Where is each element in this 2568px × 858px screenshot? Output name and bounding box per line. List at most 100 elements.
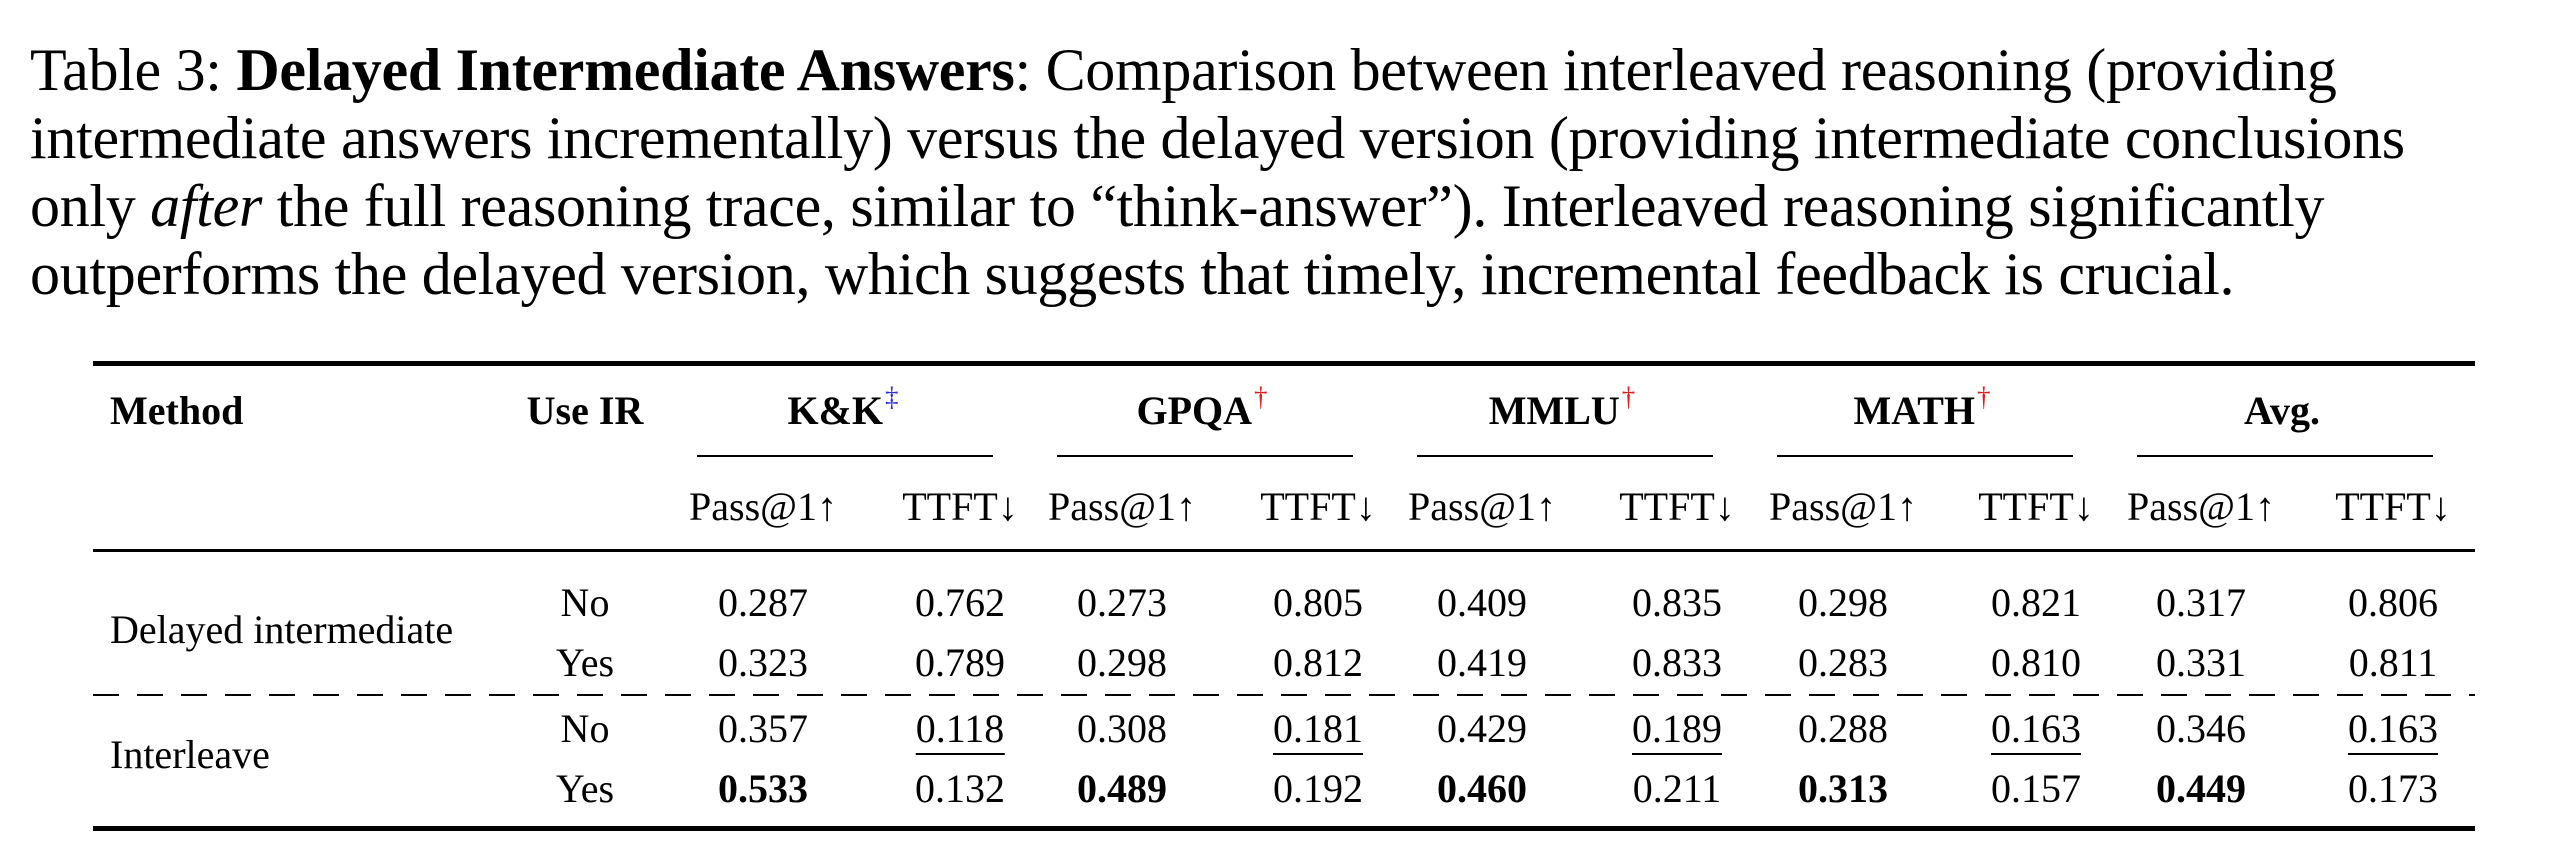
use-ir-cell: Yes	[555, 640, 615, 685]
cell-value: 0.409	[1437, 580, 1527, 625]
subheader-pass-at-1: Pass@1↑	[2127, 484, 2275, 529]
group-underline	[1417, 455, 1713, 457]
subheader-pass-at-1: Pass@1↑	[689, 484, 837, 529]
table-cell: 0.283	[1798, 639, 1888, 687]
method-interleave: Interleave	[110, 732, 270, 777]
table-cell: 0.118	[915, 705, 1005, 755]
subheader-ttft: TTFT↓	[2335, 484, 2451, 529]
cell-value: 0.810	[1991, 640, 2081, 685]
table-cell: 0.288	[1798, 705, 1888, 753]
table-cell: 0.821	[1991, 579, 2081, 627]
table-cell: 0.157	[1991, 765, 2081, 813]
header-group-label: GPQA	[1136, 388, 1253, 433]
header-group-mark: †	[1621, 382, 1636, 412]
caption-label: Table 3:	[30, 37, 237, 103]
group-underline	[1777, 455, 2073, 457]
table-top-rule	[93, 361, 2475, 366]
use-ir-cell: Yes	[555, 766, 615, 811]
caption-line-3-pre: only	[30, 173, 151, 239]
cell-value: 0.449	[2156, 766, 2246, 811]
cell-value: 0.429	[1437, 706, 1527, 751]
table-cell: 0.409	[1437, 579, 1527, 627]
cell-value: 0.317	[2156, 580, 2246, 625]
table-cell: 0.317	[2156, 579, 2246, 627]
header-group-label: Avg.	[2244, 388, 2320, 433]
caption-line-1: Table 3: Delayed Intermediate Answers: C…	[30, 36, 2550, 104]
header-group-avg: Avg.	[2244, 387, 2320, 435]
cell-value: 0.313	[1798, 766, 1888, 811]
use-ir-cell: No	[560, 706, 610, 751]
table-cell: 0.762	[915, 579, 1005, 627]
table-cell: 0.298	[1798, 579, 1888, 627]
subheader-ttft: TTFT↓	[902, 484, 1018, 529]
cell-value: 0.812	[1273, 640, 1363, 685]
table-cell: 0.211	[1633, 765, 1722, 813]
table-cell: 0.533	[718, 765, 808, 813]
header-group-label: MMLU	[1488, 388, 1620, 433]
cell-value: 0.273	[1077, 580, 1167, 625]
cell-value: 0.811	[2348, 640, 2438, 685]
table-cell: 0.489	[1077, 765, 1167, 813]
table-mid-rule	[93, 549, 2475, 552]
header-group-k-k: K&K‡	[787, 382, 898, 439]
table-cell: 0.346	[2156, 705, 2246, 753]
use-ir-cell: No	[560, 580, 610, 625]
cell-value: 0.835	[1632, 580, 1722, 625]
subheader-ttft: TTFT↓	[1978, 484, 2094, 529]
cell-value: 0.298	[1798, 580, 1888, 625]
subheader-ttft: TTFT↓	[1619, 484, 1735, 529]
cell-value: 0.419	[1437, 640, 1527, 685]
header-group-label: K&K	[787, 388, 884, 433]
table-cell: 0.449	[2156, 765, 2246, 813]
cell-value: 0.533	[718, 766, 808, 811]
cell-value: 0.288	[1798, 706, 1888, 751]
cell-value: 0.821	[1991, 580, 2081, 625]
cell-value: 0.298	[1077, 640, 1167, 685]
cell-value: 0.489	[1077, 766, 1167, 811]
table-caption: Table 3: Delayed Intermediate Answers: C…	[30, 36, 2550, 308]
table-cell: 0.163	[2348, 705, 2438, 755]
table-cell: 0.323	[718, 639, 808, 687]
table-cell: 0.429	[1437, 705, 1527, 753]
cell-value: 0.308	[1077, 706, 1167, 751]
cell-value: 0.163	[2348, 706, 2438, 755]
group-underline	[1057, 455, 1353, 457]
caption-line-2: intermediate answers incrementally) vers…	[30, 105, 2405, 171]
group-underline	[697, 455, 993, 457]
table-cell: 0.805	[1273, 579, 1363, 627]
table-cell: 0.806	[2348, 579, 2438, 627]
caption-line-1-rest: : Comparison between interleaved reasoni…	[1014, 37, 2337, 103]
cell-value: 0.833	[1632, 640, 1722, 685]
header-method: Method	[110, 388, 244, 433]
table-dashed-rule	[93, 694, 2475, 696]
cell-value: 0.346	[2156, 706, 2246, 751]
cell-value: 0.762	[915, 580, 1005, 625]
table-cell: 0.273	[1077, 579, 1167, 627]
subheader-pass-at-1: Pass@1↑	[1408, 484, 1556, 529]
table-cell: 0.357	[718, 705, 808, 753]
caption-italic-after: after	[150, 173, 262, 239]
method-delayed-intermediate: Delayed intermediate	[110, 607, 454, 652]
cell-value: 0.211	[1632, 766, 1722, 811]
header-group-mark: †	[1976, 382, 1991, 412]
cell-value: 0.157	[1991, 766, 2081, 811]
table-cell: 0.811	[2349, 639, 2438, 687]
table-cell: 0.313	[1798, 765, 1888, 813]
table-cell: 0.812	[1273, 639, 1363, 687]
table-cell: 0.132	[915, 765, 1005, 813]
caption-line-3: only after the full reasoning trace, sim…	[30, 172, 2550, 240]
header-use-ir: Use IR	[526, 388, 644, 433]
cell-value: 0.192	[1273, 766, 1363, 811]
subheader-pass-at-1: Pass@1↑	[1769, 484, 1917, 529]
header-group-mark: †	[1254, 382, 1268, 412]
table-cell: 0.189	[1632, 705, 1722, 755]
table-cell: 0.810	[1991, 639, 2081, 687]
cell-value: 0.163	[1991, 706, 2081, 755]
cell-value: 0.283	[1798, 640, 1888, 685]
cell-value: 0.323	[718, 640, 808, 685]
table-cell: 0.181	[1273, 705, 1363, 755]
table-cell: 0.460	[1437, 765, 1527, 813]
table-cell: 0.173	[2348, 765, 2438, 813]
table-cell: 0.789	[915, 639, 1005, 687]
table-cell: 0.192	[1273, 765, 1363, 813]
